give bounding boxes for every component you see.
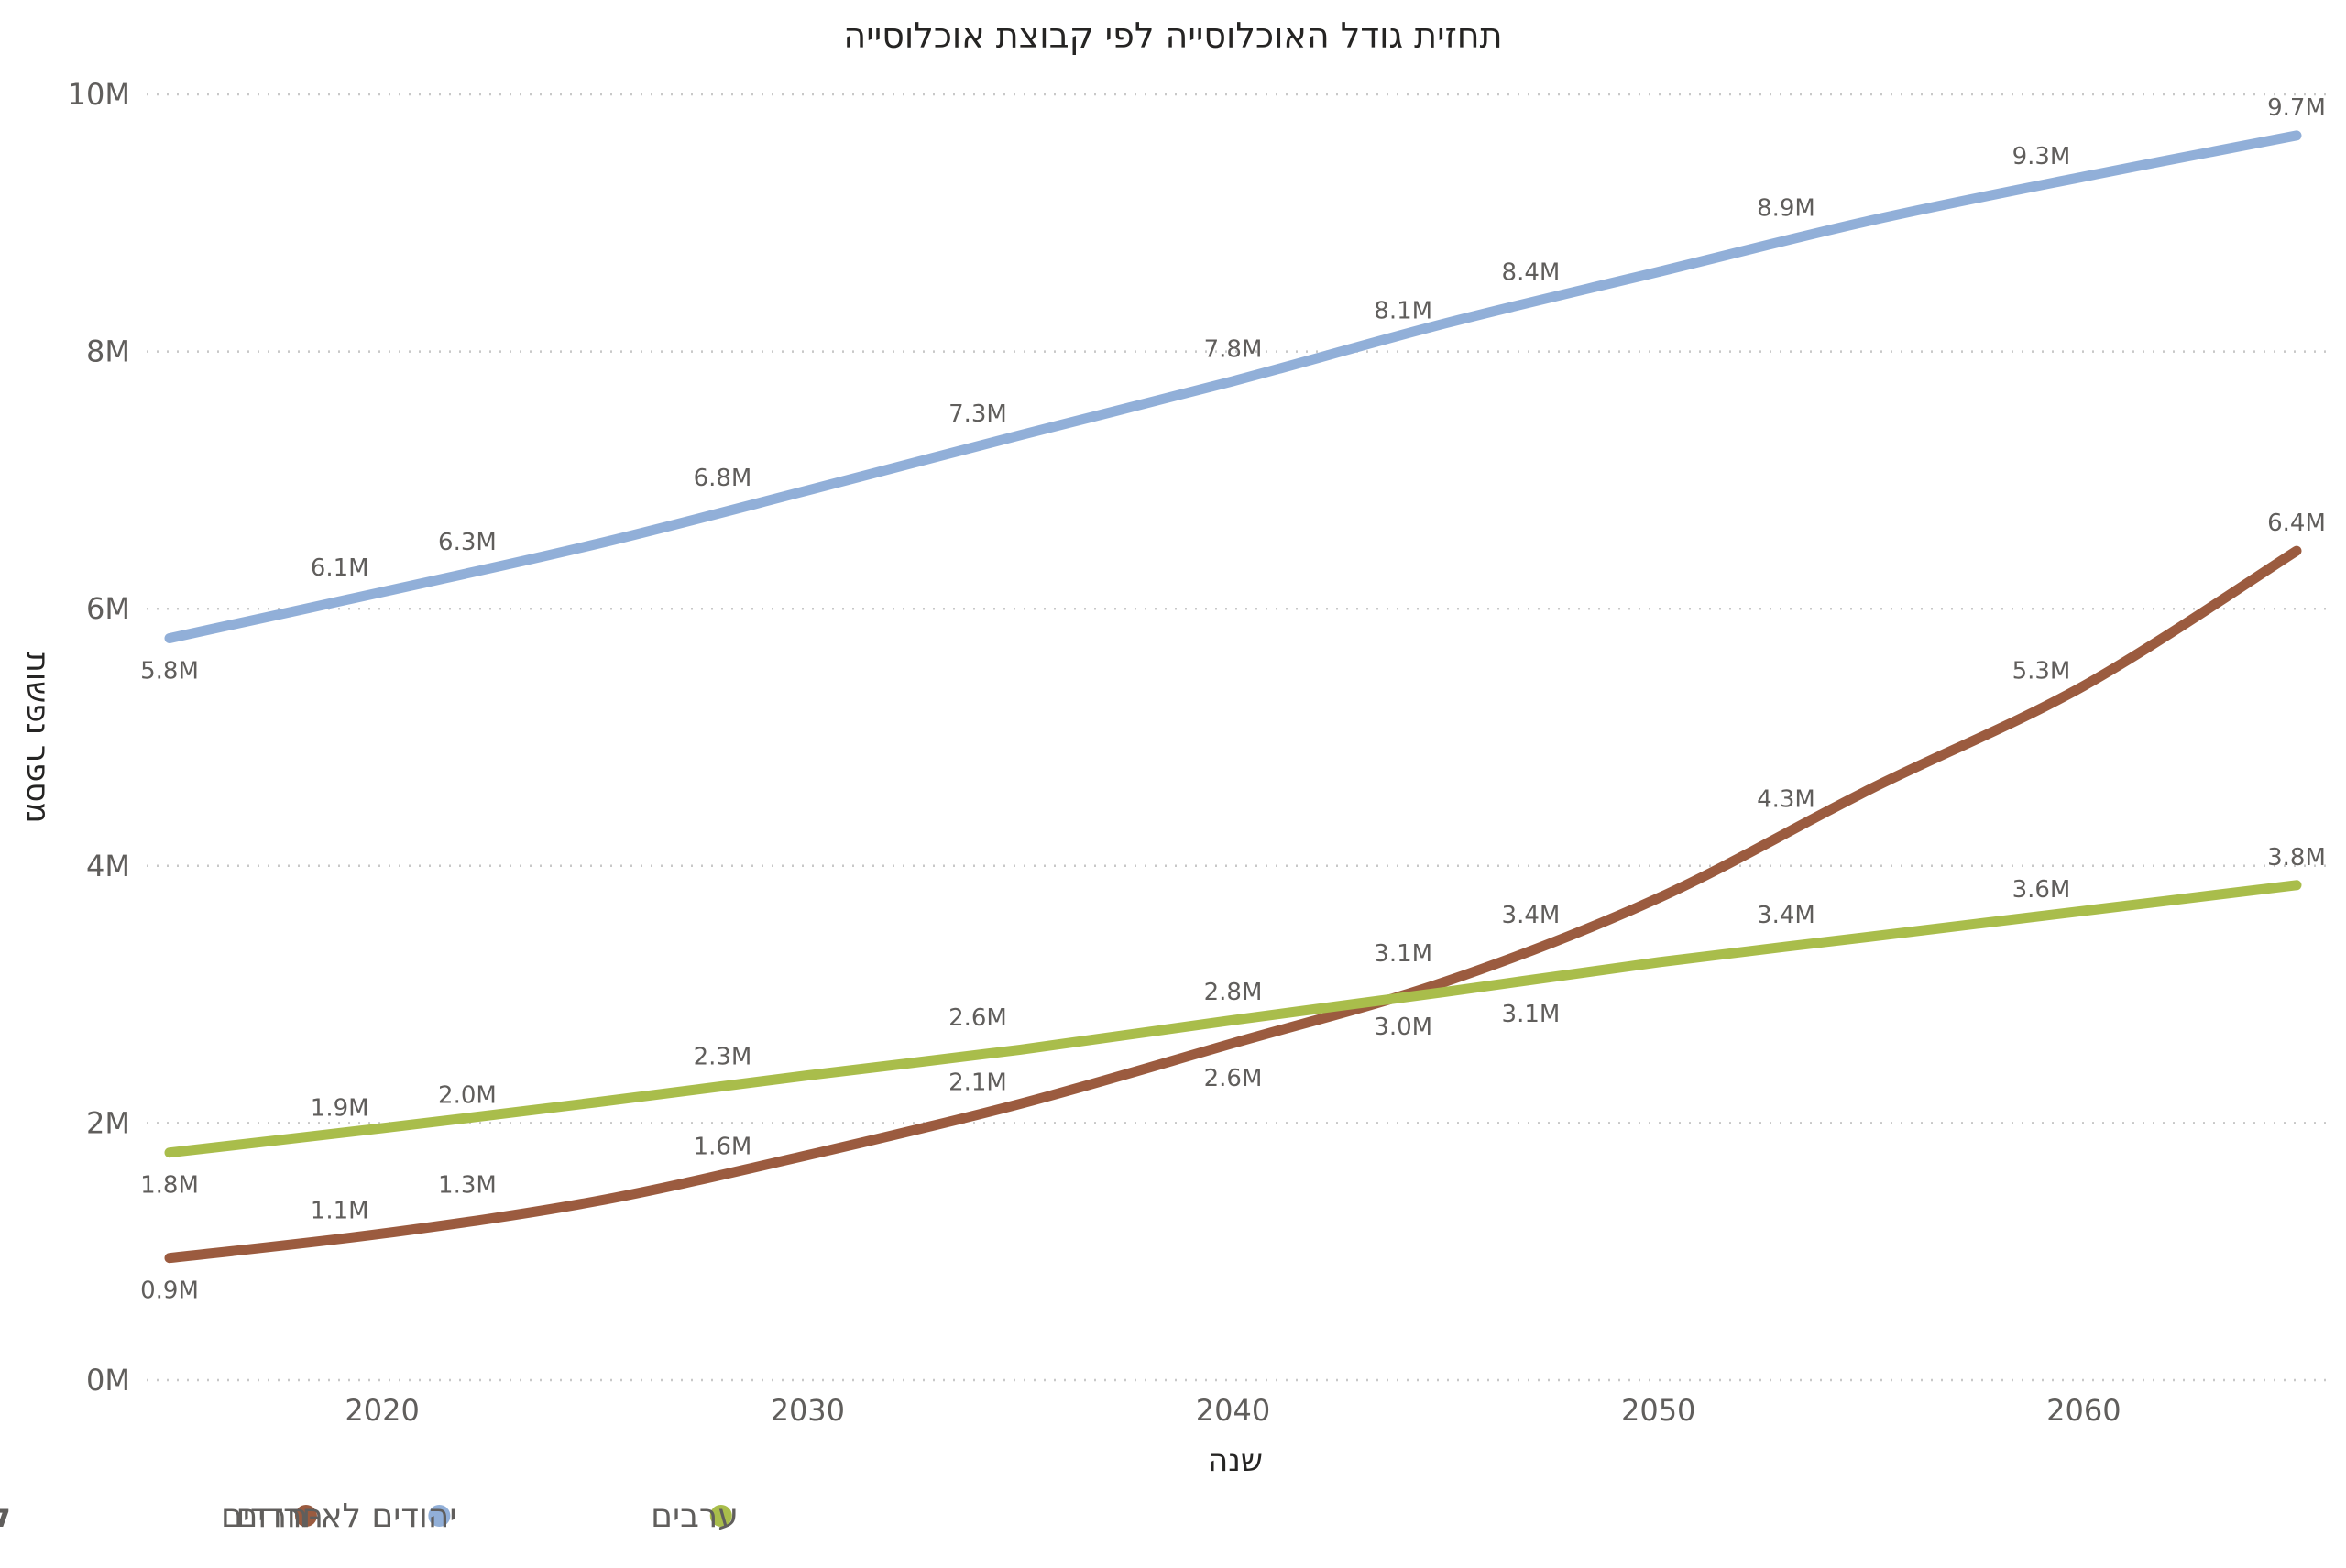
data-label-s1: 9.7M: [2267, 94, 2326, 122]
y-tick-label: 6M: [86, 591, 130, 626]
data-label-s2: 3.8M: [2267, 844, 2326, 872]
data-label-s2: 3.0M: [1374, 1014, 1432, 1041]
legend-title: קבוצת אוכלוסייה: [0, 1497, 11, 1535]
x-axis-ticks: 2020 2030 2040 2050 2060: [345, 1393, 2121, 1428]
data-label-s2: 1.9M: [311, 1094, 369, 1122]
data-label-s2: 2.3M: [694, 1043, 752, 1070]
data-label-s2: 1.8M: [140, 1172, 199, 1200]
y-tick-label: 8M: [86, 334, 130, 369]
data-label-s1: 7.8M: [1204, 336, 1263, 364]
y-tick-label: 2M: [86, 1105, 130, 1140]
y-axis-title: מספר נפשות: [19, 652, 56, 824]
data-labels: 0.9M 1.1M 1.3M 1.6M 2.1M 2.6M 3.1M 3.4M 4.3M 5.3M…: [140, 94, 2326, 1305]
data-label-s1: 6.3M: [438, 529, 497, 556]
y-tick-label: 10M: [68, 77, 130, 112]
x-tick-label: 2050: [1621, 1393, 1695, 1428]
data-label-s0: 3.1M: [1374, 940, 1432, 968]
data-label-s0: 2.6M: [1204, 1065, 1263, 1092]
x-tick-label: 2030: [771, 1393, 845, 1428]
data-label-s1: 5.8M: [140, 657, 199, 685]
legend-marker-0: [294, 1505, 317, 1527]
legend-marker-1: [428, 1505, 451, 1527]
data-label-s1: 6.8M: [694, 465, 752, 492]
legend-label-0: חרדים: [236, 1497, 323, 1535]
data-label-s2: 2.0M: [438, 1081, 497, 1109]
data-label-s1: 8.1M: [1374, 298, 1432, 325]
data-label-s0: 4.3M: [1757, 786, 1815, 814]
data-label-s0: 1.6M: [694, 1134, 752, 1161]
data-label-s2: 3.1M: [1502, 1001, 1561, 1028]
data-label-s0: 6.4M: [2267, 510, 2326, 537]
data-label-s2: 3.6M: [2012, 876, 2071, 904]
data-label-s0: 1.3M: [438, 1172, 497, 1200]
data-label-s0: 2.1M: [948, 1069, 1007, 1096]
chart-title: תחזית גודל האוכלוסייה לפי קבוצת אוכלוסיי…: [843, 16, 1502, 56]
data-label-s2: 2.8M: [1204, 979, 1263, 1006]
series-line-0: [164, 545, 2302, 1264]
x-tick-label: 2020: [345, 1393, 419, 1428]
x-tick-label: 2040: [1196, 1393, 1270, 1428]
gridlines: [147, 93, 2328, 1382]
series-lines: [164, 130, 2302, 1264]
series-line-1: [164, 130, 2302, 643]
data-label-s1: 8.4M: [1502, 258, 1561, 286]
y-tick-label: 0M: [86, 1363, 130, 1398]
data-label-s1: 9.3M: [2012, 143, 2071, 170]
data-label-s1: 7.3M: [948, 400, 1007, 428]
x-axis-title: שנה: [1208, 1442, 1263, 1479]
data-label-s0: 5.3M: [2012, 657, 2071, 685]
data-label-s1: 6.1M: [311, 554, 369, 582]
data-label-s1: 8.9M: [1757, 194, 1815, 222]
data-label-s0: 0.9M: [140, 1277, 199, 1305]
data-label-s0: 1.1M: [311, 1198, 369, 1225]
legend-marker-2: [709, 1505, 732, 1527]
data-label-s2: 3.4M: [1757, 902, 1815, 929]
legend-label-2: ערבים: [651, 1497, 739, 1535]
data-label-s2: 2.6M: [948, 1004, 1007, 1032]
y-tick-label: 4M: [86, 849, 130, 883]
data-label-s0: 3.4M: [1502, 902, 1561, 929]
y-axis-ticks: 0M 2M 4M 6M 8M 10M: [68, 77, 130, 1398]
x-tick-label: 2060: [2046, 1393, 2121, 1428]
legend-label-1: יהודים לא-חרדים: [221, 1497, 456, 1535]
series-line-2: [164, 880, 2302, 1158]
